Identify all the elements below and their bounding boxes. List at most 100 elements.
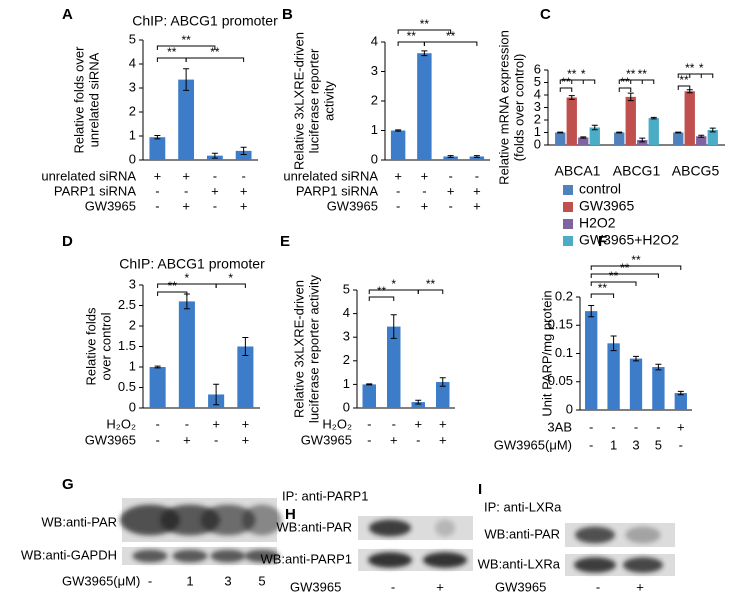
treatment-mark: 5 [258, 573, 265, 588]
significance-bracket [590, 273, 659, 278]
error-bar [591, 124, 598, 131]
legend-swatch [563, 202, 573, 212]
condition-mark: - [155, 198, 159, 213]
error-bar [627, 92, 634, 102]
blot-row-label: WB:anti-PAR [484, 526, 560, 541]
y-tick-label: 0.5 [118, 379, 136, 394]
condition-mark: + [182, 168, 190, 183]
condition-label: 3AB [547, 419, 572, 434]
error-bar [154, 365, 161, 369]
y-tick-label: 1 [371, 122, 378, 137]
condition-mark: - [155, 416, 159, 431]
error-bar [675, 131, 682, 134]
significance-label: ** [168, 279, 178, 293]
y-tick-label: 4 [343, 305, 350, 320]
y-tick-label: 3 [371, 63, 378, 78]
error-bar [242, 336, 249, 357]
blot-band [132, 549, 168, 563]
significance-bracket [215, 283, 246, 288]
significance-label: * [228, 271, 233, 285]
condition-mark: - [396, 183, 400, 198]
condition-label: unrelated siRNA [41, 168, 136, 183]
condition-mark: - [589, 437, 593, 452]
error-bar [557, 131, 564, 134]
condition-mark: + [394, 168, 402, 183]
condition-mark: + [242, 432, 250, 447]
blot-band [423, 552, 467, 568]
treatment-label: GW3965 [495, 579, 546, 594]
condition-mark: - [611, 419, 615, 434]
panel-letter: F [598, 233, 607, 250]
bar [629, 358, 643, 410]
condition-mark: + [439, 432, 447, 447]
significance-label: ** [685, 61, 695, 75]
y-axis-label: Unit PARP/mg protein [539, 290, 554, 416]
chart-title: ChIP: ABCG1 promoter [119, 256, 265, 272]
blot-band [244, 549, 280, 563]
significance-label: ** [210, 45, 220, 59]
condition-mark: + [183, 432, 191, 447]
significance-label: * [581, 67, 586, 81]
blot-band [625, 526, 661, 544]
condition-mark: + [439, 416, 447, 431]
y-tick-label: 6 [534, 61, 541, 76]
error-bar [655, 363, 662, 371]
panel-letter: I [478, 481, 482, 498]
significance-label: ** [561, 75, 571, 89]
error-bar [366, 383, 373, 386]
error-bar [616, 131, 623, 134]
significance-label: ** [181, 33, 191, 47]
blot-row-label: WB:anti-LXRa [478, 556, 561, 571]
y-tick-label: 4 [534, 86, 541, 101]
condition-mark: - [396, 198, 400, 213]
significance-bracket [368, 296, 395, 301]
condition-mark: - [589, 419, 593, 434]
condition-mark: 5 [655, 437, 662, 452]
bar [637, 140, 648, 145]
condition-mark: - [241, 168, 245, 183]
error-bar [211, 152, 218, 159]
blot-row-label: WB:anti-PARP1 [260, 551, 352, 566]
blot-row-label: WB:anti-GAPDH [21, 547, 117, 562]
condition-label: GW3965 [85, 198, 136, 213]
error-bar [473, 155, 480, 158]
panel-letter: H [285, 506, 296, 523]
y-tick-label: 3 [129, 276, 136, 291]
y-tick-label: 1 [129, 358, 136, 373]
legend-swatch [563, 236, 573, 246]
error-bar [213, 383, 220, 406]
bar [673, 132, 684, 145]
error-bar [698, 134, 705, 138]
condition-mark: - [155, 432, 159, 447]
significance-label: ** [626, 67, 636, 81]
bar [614, 132, 625, 145]
y-tick-label: 2 [129, 317, 136, 332]
significance-bracket [618, 87, 632, 92]
treatment-mark: - [596, 579, 600, 594]
y-axis-label: Relative 3xLXRE-driven [291, 280, 306, 418]
legend-swatch [563, 185, 573, 195]
bar [684, 91, 695, 145]
blot-band [369, 519, 411, 537]
y-tick-label: 0 [129, 151, 136, 166]
significance-bracket [417, 289, 444, 294]
condition-mark: + [421, 198, 429, 213]
panel-letter: E [280, 233, 290, 250]
blot-band [574, 557, 616, 573]
bar [696, 136, 707, 145]
error-bar [677, 390, 684, 396]
condition-mark: - [679, 437, 683, 452]
significance-label: ** [377, 284, 387, 298]
condition-label: GW3965 [301, 432, 352, 447]
condition-mark: - [214, 432, 218, 447]
bar [469, 156, 485, 160]
error-bar [580, 136, 587, 139]
y-tick-label: 2 [129, 103, 136, 118]
blot-band [368, 552, 412, 568]
condition-mark: + [473, 183, 481, 198]
condition-mark: - [416, 432, 420, 447]
significance-label: ** [679, 73, 689, 87]
bar [390, 130, 406, 160]
significance-bracket [423, 41, 478, 46]
y-tick-label: 0 [566, 401, 573, 416]
